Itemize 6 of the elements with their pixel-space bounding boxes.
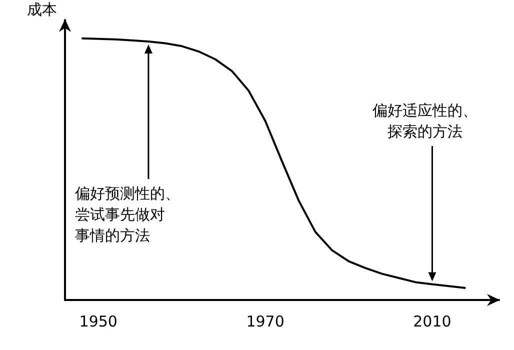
x-tick-label: 1970 — [246, 312, 284, 330]
y-axis-title: 成本 — [27, 0, 57, 18]
x-tick-label: 1950 — [79, 312, 118, 330]
annotation: 偏好适应性的、探索的方法 — [372, 102, 478, 140]
annotation: 偏好预测性的、尝试事先做对事情的方法 — [75, 184, 180, 244]
x-tick-label: 2010 — [413, 312, 452, 330]
